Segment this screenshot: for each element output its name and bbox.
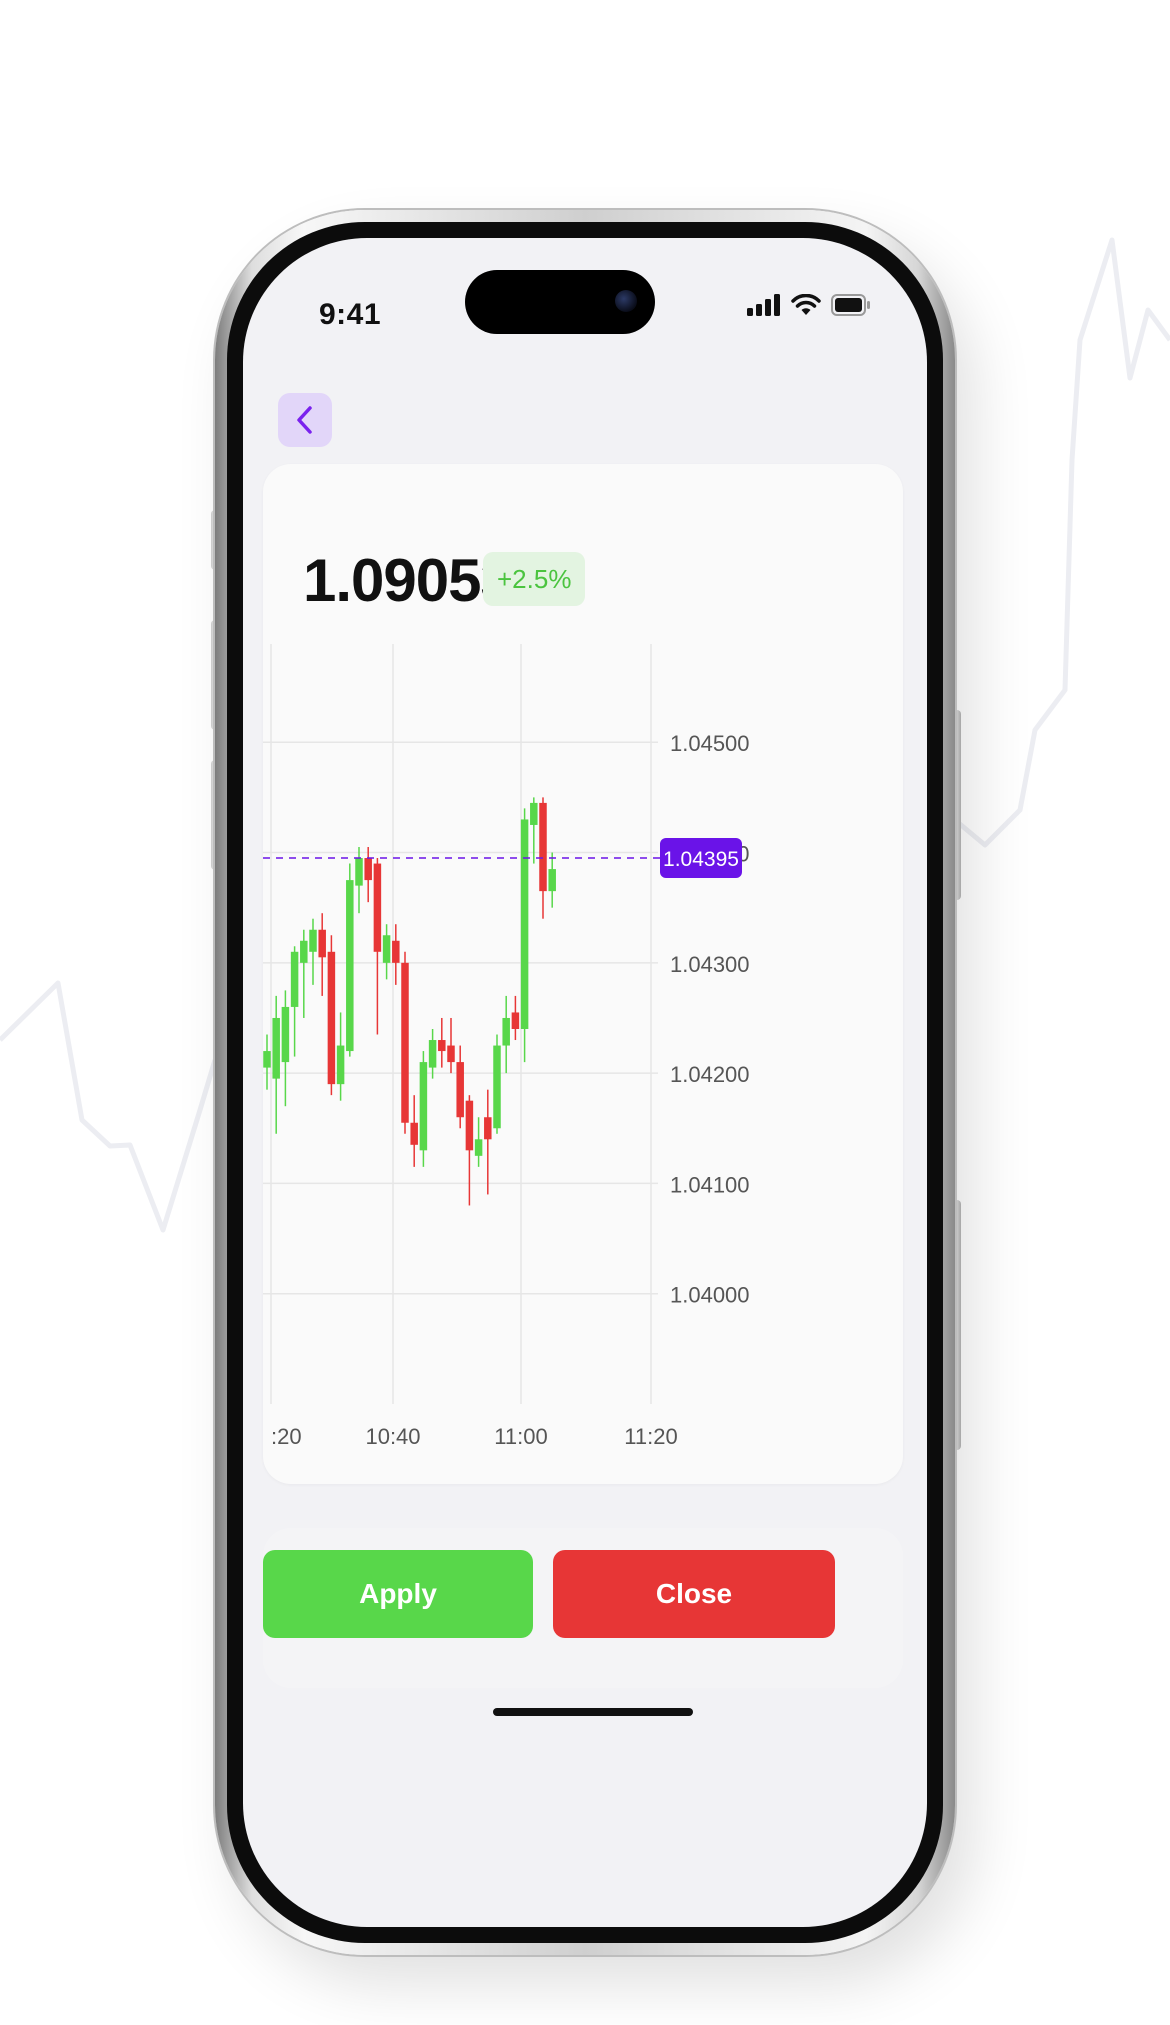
candle-body — [428, 1040, 437, 1068]
chart-card: 1.09053 +2.5% 1.045001.044001.043001.042… — [263, 464, 903, 1484]
dynamic-island — [465, 270, 655, 334]
candle-body — [300, 940, 308, 963]
status-time: 9:41 — [319, 298, 382, 331]
battery-icon — [831, 294, 870, 316]
status-icons — [747, 294, 871, 316]
home-indicator — [493, 1708, 693, 1716]
chevron-left-icon — [297, 406, 312, 434]
current-price-label: 1.04395 — [663, 848, 739, 871]
candlestick-chart[interactable]: 1.045001.044001.043001.042001.041001.040… — [263, 644, 903, 1464]
candle-body — [318, 929, 326, 958]
candle-body — [309, 929, 317, 952]
candle-body — [373, 863, 382, 952]
candle-body — [493, 1045, 501, 1129]
candle-body — [465, 1100, 474, 1151]
screen: 9:41 1.09053 — [243, 238, 927, 1927]
candle-body — [355, 858, 363, 886]
candle-body — [272, 1017, 280, 1079]
y-tick-label: 1.04100 — [670, 1172, 750, 1197]
back-button[interactable] — [278, 393, 332, 447]
x-tick-label: :20 — [271, 1424, 302, 1449]
candle-body — [438, 1040, 446, 1052]
candle-body — [474, 1139, 483, 1156]
x-tick-label: 10:40 — [365, 1424, 420, 1449]
camera-icon — [615, 290, 637, 312]
phone-mockup: 9:41 1.09053 — [211, 210, 961, 1955]
candle-body — [410, 1122, 418, 1145]
action-bar: Apply Close — [263, 1528, 903, 1688]
candle-body — [511, 1012, 520, 1029]
candle-body — [520, 819, 529, 1029]
candle-body — [263, 1051, 271, 1068]
candle-body — [401, 962, 409, 1123]
candle-body — [336, 1045, 345, 1085]
candle-body — [281, 1006, 290, 1063]
y-tick-label: 1.04000 — [670, 1283, 750, 1308]
signal-icon — [747, 294, 780, 316]
candle-body — [548, 869, 556, 892]
candle-body — [392, 940, 400, 963]
candle-body — [447, 1045, 455, 1063]
price-change-badge: +2.5% — [483, 552, 586, 606]
candle-body — [539, 802, 547, 892]
apply-button[interactable]: Apply — [263, 1550, 533, 1638]
candle-body — [327, 951, 336, 1085]
candle-body — [484, 1117, 492, 1140]
candle-body — [419, 1062, 428, 1151]
current-price: 1.09053 — [303, 547, 514, 614]
close-button[interactable]: Close — [553, 1550, 835, 1638]
x-tick-label: 11:00 — [494, 1424, 547, 1449]
wifi-icon — [791, 294, 821, 315]
y-tick-label: 1.04500 — [670, 731, 750, 756]
x-tick-label: 11:20 — [624, 1424, 677, 1449]
candle-body — [502, 1017, 510, 1046]
candle-body — [530, 802, 538, 825]
candle-body — [364, 858, 372, 881]
y-tick-label: 1.04200 — [670, 1062, 750, 1087]
candle-body — [456, 1062, 464, 1118]
y-tick-label: 1.04300 — [670, 952, 750, 977]
candle-body — [346, 880, 354, 1052]
candle-body — [290, 951, 299, 1007]
current-price-tag — [660, 838, 742, 879]
candle-body — [382, 935, 391, 963]
